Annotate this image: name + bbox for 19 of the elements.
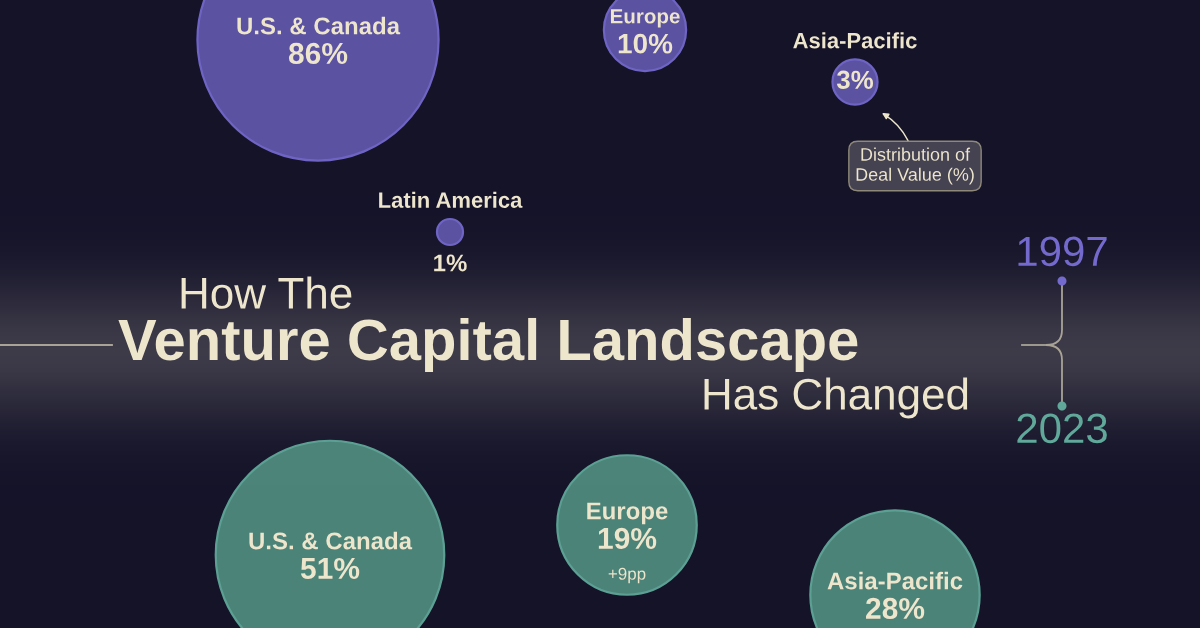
category-label: Asia-Pacific — [793, 32, 917, 49]
text: Distribution of Deal Value (%) — [856, 147, 974, 185]
text: +9pp — [608, 567, 646, 584]
category-label: U.S. & Canada — [249, 531, 413, 550]
text: 2023 — [1017, 413, 1107, 444]
category-label: U.S. & Canada — [237, 16, 401, 35]
data-label: 1% — [434, 254, 467, 272]
category-label: Europe — [610, 9, 680, 28]
category-label: Latin America — [379, 191, 523, 208]
category-label: Europe — [587, 502, 668, 525]
text: 1997 — [1018, 236, 1107, 267]
category-label: Asia-Pacific — [827, 571, 963, 590]
data-label: 3% — [836, 70, 874, 89]
text: How The Venture Capital Landscape Has Changed — [118, 276, 968, 419]
data-label: 10% — [618, 33, 673, 54]
data-label: 86% — [288, 42, 348, 65]
data-label: 51% — [300, 557, 360, 580]
data-label: 28% — [866, 597, 925, 620]
data-label: 19% — [598, 527, 657, 550]
